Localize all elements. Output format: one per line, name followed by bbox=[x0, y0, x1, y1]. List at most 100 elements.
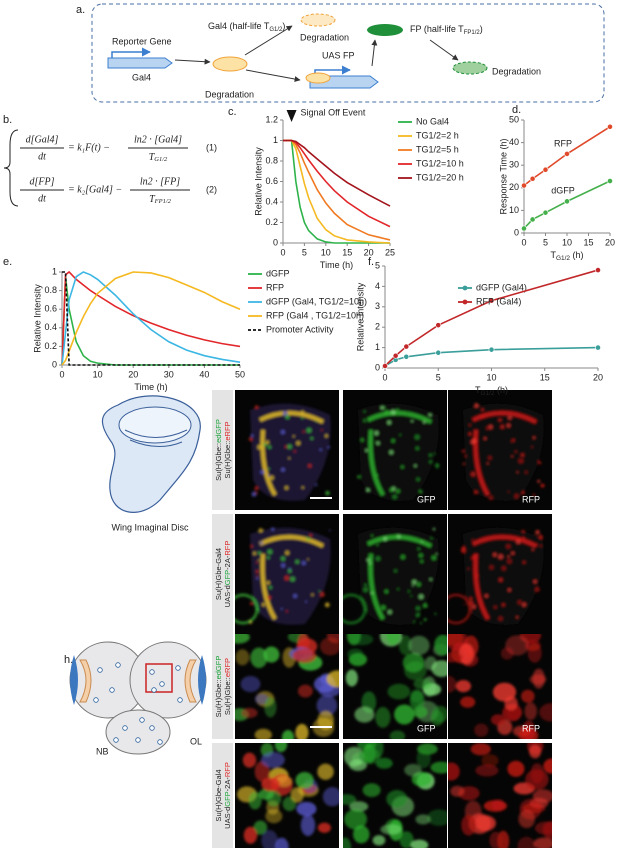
ring bbox=[343, 593, 367, 625]
speck bbox=[397, 588, 400, 591]
stripe bbox=[472, 534, 537, 621]
speck bbox=[369, 553, 374, 557]
speck bbox=[507, 555, 510, 558]
speck bbox=[416, 582, 421, 587]
row-label: UAS-dGFP-2A-RFP bbox=[223, 762, 232, 829]
x-tick-label: 10 bbox=[321, 247, 331, 257]
speck bbox=[429, 578, 433, 581]
cell bbox=[470, 743, 491, 756]
row-label-colored: edGFP bbox=[214, 656, 223, 680]
nb-dot bbox=[151, 687, 157, 693]
x-axis-label-sub: G1/2 bbox=[480, 390, 494, 397]
stripe bbox=[259, 410, 324, 497]
point bbox=[542, 166, 549, 173]
point bbox=[564, 150, 570, 157]
diagram-text: Reporter Gene bbox=[112, 36, 172, 46]
legend-label: TG1/2=5 h bbox=[416, 144, 459, 154]
legend-label: TG1/2=2 h bbox=[416, 130, 459, 140]
speck bbox=[518, 458, 524, 464]
point bbox=[529, 216, 536, 223]
legend-label: Promoter Activity bbox=[266, 324, 334, 334]
panel-label: f. bbox=[368, 256, 374, 268]
speck bbox=[416, 477, 420, 482]
speck bbox=[463, 603, 466, 606]
ring bbox=[235, 593, 259, 625]
cell bbox=[297, 634, 310, 651]
speck bbox=[423, 603, 428, 609]
micrograph-content bbox=[448, 527, 544, 625]
speck bbox=[315, 484, 318, 487]
speck bbox=[284, 575, 290, 581]
optic-lobe bbox=[198, 655, 206, 705]
cell bbox=[431, 705, 447, 723]
cell bbox=[505, 635, 529, 656]
speck bbox=[431, 555, 437, 561]
speck bbox=[375, 556, 381, 562]
row-label-colored: RFP bbox=[223, 762, 232, 777]
speck bbox=[532, 493, 536, 497]
gene-block bbox=[107, 57, 173, 69]
panel-label: e. bbox=[3, 256, 12, 268]
speck bbox=[364, 583, 367, 587]
cell bbox=[527, 643, 542, 663]
x-tick-label: 40 bbox=[199, 369, 209, 379]
speck bbox=[506, 544, 511, 549]
row-label-colored: eRFP bbox=[223, 658, 232, 677]
cell bbox=[543, 758, 552, 774]
stripe bbox=[367, 410, 432, 497]
speck bbox=[384, 589, 389, 594]
channel-label: GFP bbox=[417, 494, 436, 504]
speck bbox=[521, 529, 525, 533]
eq-fnum: ln2 · [Gal4] bbox=[134, 134, 182, 145]
speck bbox=[501, 566, 507, 571]
speck bbox=[489, 565, 494, 570]
speck bbox=[470, 471, 476, 477]
row-label: Su(H)Gbe::eRFP bbox=[223, 658, 232, 715]
cell bbox=[399, 831, 414, 848]
speck bbox=[254, 486, 259, 491]
cell bbox=[458, 643, 475, 665]
cell bbox=[250, 647, 268, 669]
speck bbox=[363, 410, 366, 413]
speck bbox=[368, 419, 370, 422]
speck bbox=[260, 470, 265, 475]
row-label: Su(H)Gbe::edGFP bbox=[214, 419, 223, 481]
y-tick-label: 0.6 bbox=[44, 304, 57, 314]
speck bbox=[301, 486, 305, 489]
legend-label: TG1/2=10 h bbox=[416, 158, 464, 168]
speck bbox=[391, 439, 395, 443]
speck bbox=[285, 414, 290, 420]
row-label: Su(H)Gbe::eRFP bbox=[223, 421, 232, 478]
eq-number: (2) bbox=[206, 184, 217, 194]
speck bbox=[257, 551, 262, 555]
eq-fden: TFP1/2 bbox=[149, 194, 172, 205]
cell bbox=[398, 635, 412, 656]
disc-folds bbox=[124, 429, 188, 447]
x-tick-label: 5 bbox=[543, 237, 548, 247]
speck bbox=[467, 567, 470, 570]
speck bbox=[324, 602, 330, 608]
speck bbox=[301, 416, 304, 420]
cell bbox=[410, 839, 429, 848]
row-label: Su(H)Gbe::edGFP bbox=[214, 656, 223, 718]
cell bbox=[394, 704, 415, 725]
diagram-text: Degradation bbox=[205, 89, 254, 99]
speck bbox=[293, 450, 296, 453]
speck bbox=[248, 437, 253, 442]
tissue bbox=[463, 403, 544, 501]
y-tick-label: 0.4 bbox=[265, 196, 278, 206]
speck bbox=[392, 494, 398, 500]
x-tick-label: 15 bbox=[540, 372, 550, 382]
point bbox=[403, 353, 410, 360]
x-tick-label: 15 bbox=[583, 237, 593, 247]
speck bbox=[410, 595, 413, 597]
speck bbox=[510, 440, 513, 443]
cell bbox=[243, 826, 258, 844]
text: Gal4 (half-life T bbox=[208, 21, 270, 31]
speck bbox=[366, 558, 371, 562]
cell bbox=[386, 634, 401, 645]
speck bbox=[387, 609, 392, 615]
cell bbox=[410, 689, 424, 703]
speck bbox=[389, 488, 394, 492]
speck bbox=[376, 441, 380, 445]
